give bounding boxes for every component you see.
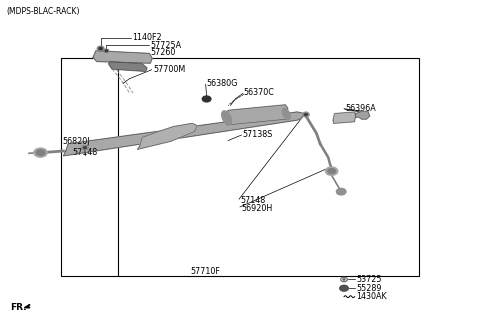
Text: 57710F: 57710F xyxy=(191,267,221,277)
Polygon shape xyxy=(356,111,370,119)
Text: 57260: 57260 xyxy=(150,48,176,57)
Circle shape xyxy=(106,50,108,51)
Circle shape xyxy=(343,279,345,280)
Text: 55289: 55289 xyxy=(356,284,382,293)
Circle shape xyxy=(304,113,307,115)
Circle shape xyxy=(84,147,86,149)
Circle shape xyxy=(104,49,109,52)
Circle shape xyxy=(34,148,47,157)
Circle shape xyxy=(328,169,336,174)
Polygon shape xyxy=(93,51,152,63)
Text: 53725: 53725 xyxy=(356,275,382,284)
Polygon shape xyxy=(63,112,304,156)
Polygon shape xyxy=(24,304,30,308)
Circle shape xyxy=(325,167,338,175)
Text: 56820J: 56820J xyxy=(62,137,90,146)
Text: 57700M: 57700M xyxy=(153,65,185,73)
Text: 57138S: 57138S xyxy=(242,130,273,138)
Circle shape xyxy=(36,150,45,155)
Circle shape xyxy=(82,145,88,150)
Ellipse shape xyxy=(222,111,231,125)
Text: 56380G: 56380G xyxy=(206,79,238,88)
Circle shape xyxy=(340,285,348,291)
Bar xyxy=(61,58,419,276)
Circle shape xyxy=(336,188,346,195)
Polygon shape xyxy=(333,112,356,123)
Text: 1430AK: 1430AK xyxy=(356,292,386,301)
Polygon shape xyxy=(137,123,197,149)
Circle shape xyxy=(97,46,104,51)
Circle shape xyxy=(99,48,102,50)
Circle shape xyxy=(302,112,309,117)
Text: FR.: FR. xyxy=(10,303,26,312)
Ellipse shape xyxy=(282,108,290,120)
Text: 57725A: 57725A xyxy=(150,41,181,50)
Text: (MDPS-BLAC-RACK): (MDPS-BLAC-RACK) xyxy=(6,7,80,16)
Polygon shape xyxy=(109,62,147,71)
Polygon shape xyxy=(226,105,288,125)
Text: 1140F2: 1140F2 xyxy=(132,33,162,42)
Text: 56396A: 56396A xyxy=(345,104,376,113)
Text: 57148: 57148 xyxy=(72,148,97,157)
Circle shape xyxy=(202,96,211,102)
Text: 56370C: 56370C xyxy=(244,88,275,97)
Text: 57148: 57148 xyxy=(240,196,265,205)
Text: 56920H: 56920H xyxy=(241,204,273,214)
